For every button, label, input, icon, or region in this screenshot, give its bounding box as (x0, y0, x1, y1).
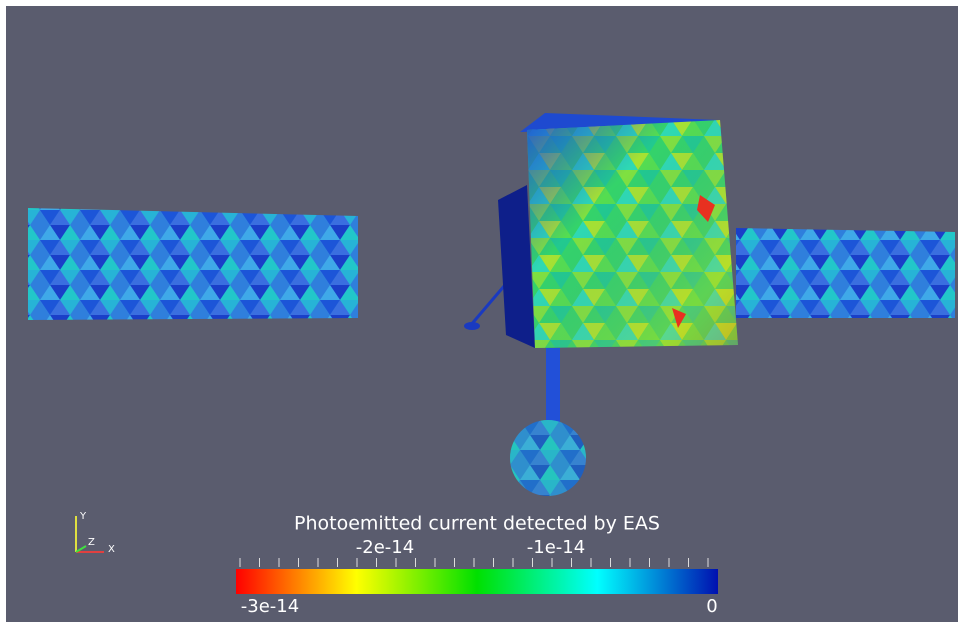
body-side (498, 185, 535, 348)
colorbar-label: -3e-14 (241, 596, 299, 617)
y-label: Y (79, 511, 87, 522)
right-solar-panel (736, 228, 955, 318)
body-shading (527, 120, 738, 348)
colorbar-title: Photoemitted current detected by EAS (294, 513, 660, 535)
sphere-shade (510, 420, 586, 496)
colorbar-label: -2e-14 (356, 537, 414, 558)
hotspot (697, 195, 715, 222)
left-solar-panel (28, 208, 358, 320)
antenna (464, 322, 480, 330)
colorbar-label: 0 (706, 596, 717, 617)
colorbar-ticks (239, 558, 709, 567)
colorbar (236, 569, 718, 594)
sphere (510, 420, 586, 496)
z-label: Z (88, 537, 95, 548)
hotspot (672, 308, 686, 328)
antenna-arm (468, 284, 507, 327)
colorbar-label: -1e-14 (527, 537, 585, 558)
z-axis (75, 545, 87, 553)
x-label: X (108, 544, 115, 555)
axes-triad: Y Z X (75, 511, 115, 555)
